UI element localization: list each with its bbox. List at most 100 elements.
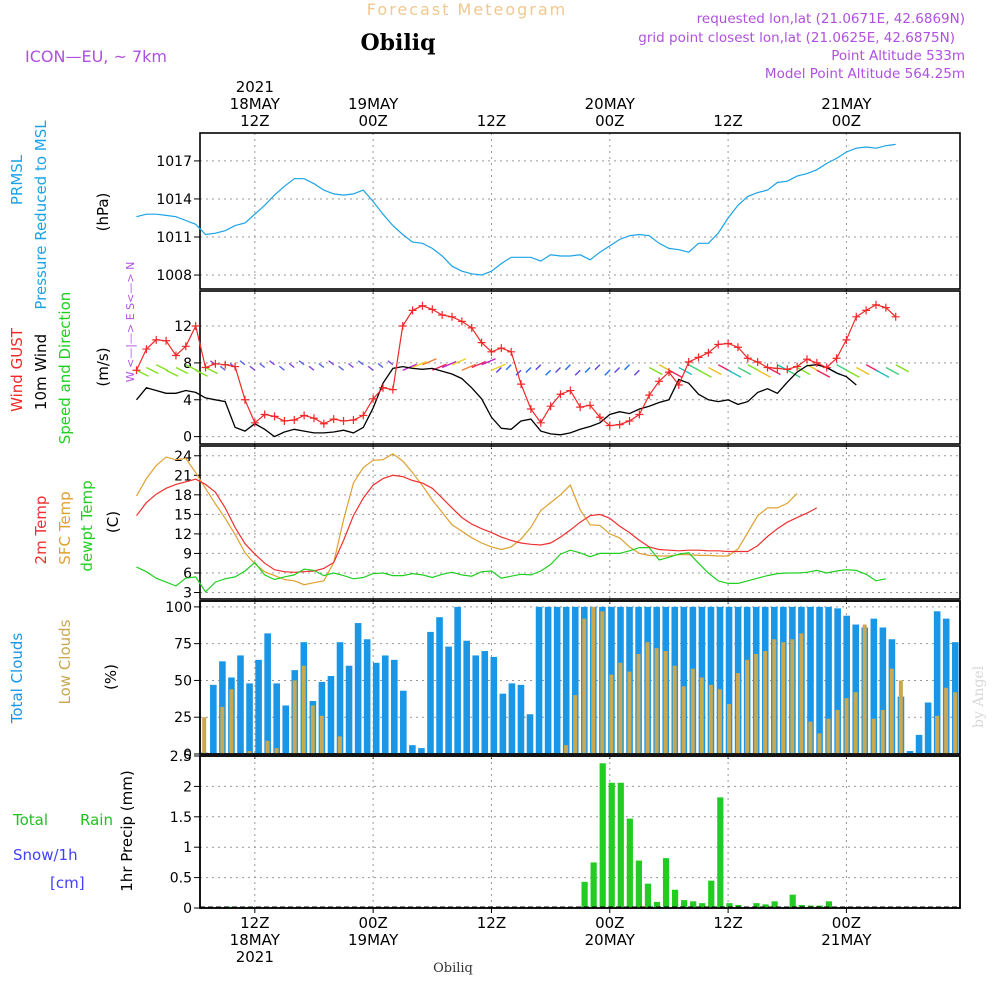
gust-marker bbox=[398, 322, 407, 331]
gust-marker bbox=[773, 364, 782, 373]
wind-arrow bbox=[155, 364, 169, 372]
gust-marker bbox=[201, 363, 210, 372]
gust-marker bbox=[546, 402, 555, 411]
wind-dir-label: Speed and Direction bbox=[56, 292, 74, 445]
wind-arrow bbox=[377, 362, 384, 369]
wind-arrow bbox=[698, 369, 712, 378]
time-label-top: 21MAY bbox=[821, 95, 872, 113]
wind-arrow bbox=[347, 362, 354, 369]
gust-marker bbox=[280, 416, 289, 425]
total-cloud-bar bbox=[535, 606, 543, 754]
low-cloud-bar bbox=[600, 611, 605, 754]
total-cloud-bar bbox=[246, 683, 253, 754]
panel-frame bbox=[199, 755, 961, 909]
gust-marker bbox=[290, 416, 299, 425]
wind-arrow bbox=[461, 363, 477, 371]
gust-marker bbox=[162, 336, 171, 345]
gust-marker bbox=[872, 300, 880, 309]
gust-marker bbox=[625, 416, 634, 425]
total-cloud-bar bbox=[490, 656, 498, 754]
low-cloud-bar bbox=[220, 706, 225, 754]
gust-marker bbox=[349, 416, 358, 425]
y-tick-label: 3 bbox=[183, 585, 192, 601]
time-label-bottom: 00Z bbox=[358, 914, 387, 932]
y-tick-label: 25 bbox=[174, 710, 192, 726]
total-cloud-bar bbox=[906, 751, 914, 754]
total-cloud-bar bbox=[725, 606, 733, 754]
rain-bar bbox=[635, 860, 642, 908]
time-label-top: 2021 bbox=[236, 78, 274, 96]
total-cloud-bar bbox=[933, 611, 941, 754]
panel-frame bbox=[199, 290, 961, 445]
total-cloud-bar bbox=[870, 618, 878, 754]
low-cloud-bar bbox=[582, 618, 587, 754]
wind-arrow bbox=[757, 369, 772, 378]
total-cloud-bar bbox=[400, 690, 407, 754]
rain-bar bbox=[690, 901, 697, 908]
low-cloud-bar bbox=[880, 709, 885, 754]
gust-marker bbox=[586, 401, 595, 410]
total-cloud-bar bbox=[345, 665, 353, 754]
wind-arrow bbox=[604, 369, 611, 376]
gust-marker bbox=[694, 353, 703, 362]
total-cloud-bar bbox=[381, 655, 389, 754]
wind-arrow bbox=[633, 369, 640, 376]
y-tick-label: 4 bbox=[183, 393, 192, 409]
gust-marker bbox=[615, 420, 624, 429]
low-cloud-bar bbox=[618, 662, 623, 754]
gust-marker bbox=[812, 358, 821, 367]
low-cloud-bar bbox=[591, 606, 596, 754]
rain-bar bbox=[644, 883, 652, 908]
temp-2m-label: 2m Temp bbox=[32, 496, 50, 565]
gust-marker bbox=[309, 414, 318, 423]
gust-marker bbox=[517, 380, 526, 389]
rain-bar bbox=[617, 782, 624, 908]
y-tick-label: 0 bbox=[183, 747, 192, 763]
gust-marker bbox=[418, 301, 427, 310]
total-cloud-bar bbox=[816, 606, 823, 754]
y-tick-label: 18 bbox=[174, 488, 192, 504]
wind-arrow bbox=[885, 366, 900, 376]
gust-marker bbox=[181, 342, 190, 351]
gust-marker bbox=[487, 347, 496, 356]
wind-gust-label: Wind GUST bbox=[8, 327, 26, 412]
wind-arrow bbox=[422, 358, 437, 366]
gust-marker bbox=[556, 390, 565, 399]
wind-arrow bbox=[288, 362, 295, 369]
wind-panel: 0 4 8 12 Wind GUST 10m Wind Speed and Directio… bbox=[8, 262, 961, 449]
total-cloud-bar bbox=[255, 659, 262, 754]
sfc-temp-line bbox=[135, 453, 798, 586]
wind-arrow bbox=[239, 360, 246, 366]
wind-arrow bbox=[441, 360, 457, 369]
wind-arrow bbox=[727, 369, 742, 378]
y-tick-label: 6 bbox=[183, 566, 192, 582]
gust-marker bbox=[221, 360, 230, 369]
wind-arrow bbox=[846, 369, 860, 378]
wind-arrow bbox=[298, 360, 305, 366]
gust-marker bbox=[408, 306, 417, 315]
panel-frame bbox=[199, 600, 961, 755]
pressure-label-1: PRMSL bbox=[8, 154, 26, 205]
temp-2m-line bbox=[136, 474, 818, 573]
low-cloud-bar bbox=[844, 698, 849, 754]
pressure-panel: 1008 1011 1014 1017 PRMSL Pressure Reduced to… bbox=[8, 120, 961, 310]
time-label-top: 20MAY bbox=[585, 95, 636, 113]
low-cloud-bar bbox=[247, 751, 252, 754]
gust-marker bbox=[467, 323, 476, 332]
total-cloud-bar bbox=[544, 606, 552, 754]
location-title: Obiliq bbox=[360, 30, 435, 56]
panel-frame bbox=[199, 445, 961, 600]
gust-marker bbox=[595, 413, 604, 422]
y-tick-label: 2.5 bbox=[170, 749, 192, 765]
wind-arrow bbox=[584, 367, 591, 373]
gust-marker bbox=[724, 339, 733, 348]
low-cloud-bar bbox=[708, 684, 713, 754]
total-cloud-bar bbox=[553, 606, 561, 754]
y-tick-label: 0 bbox=[183, 430, 192, 446]
wind-arrow bbox=[491, 363, 506, 371]
rain-bar bbox=[662, 858, 670, 908]
gust-marker bbox=[655, 377, 664, 386]
time-label-top: 18MAY bbox=[230, 95, 281, 113]
gust-marker bbox=[714, 340, 723, 349]
gust-marker bbox=[832, 354, 841, 363]
